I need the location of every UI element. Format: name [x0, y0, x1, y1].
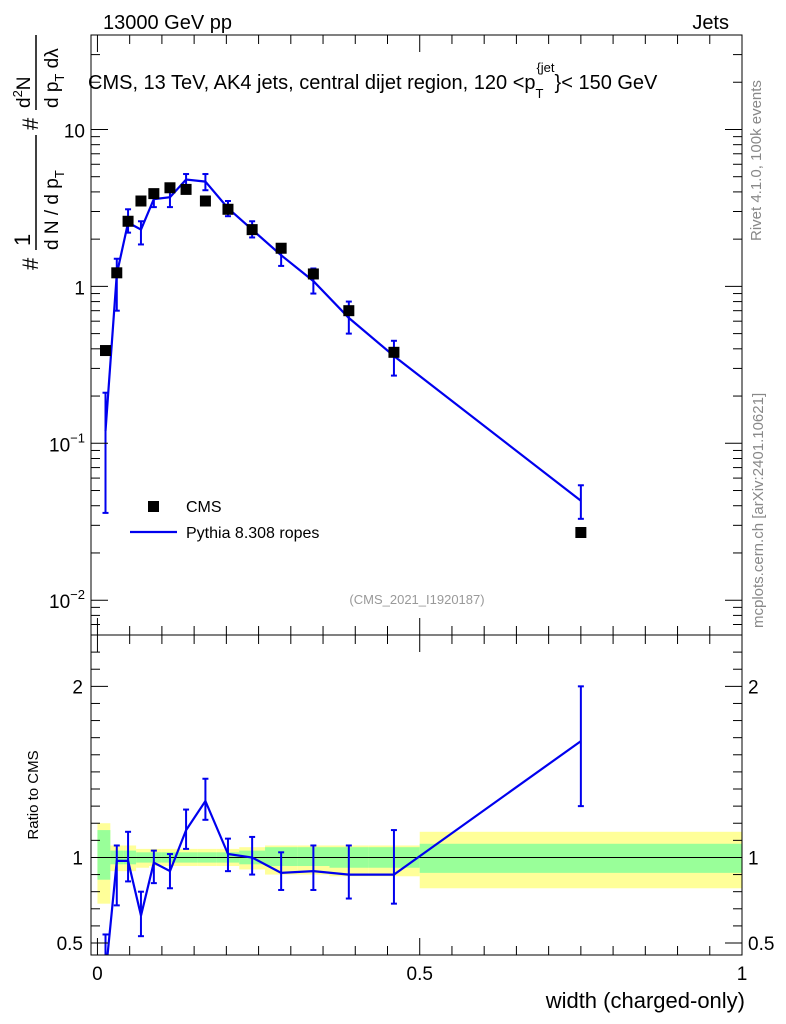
ratio-series-group — [102, 685, 584, 955]
analysis-watermark: (CMS_2021_I1920187) — [349, 592, 484, 607]
cms-data-point — [100, 345, 112, 357]
ylabel-one: 1 — [10, 234, 35, 246]
ratio-panel: 0.5 0.51 12 20 0.5 1 Ratio to CMS width (char… — [25, 634, 774, 1013]
legend-label-cms: CMS — [186, 499, 222, 516]
legend: CMS Pythia 8.308 ropes — [130, 499, 319, 542]
cms-data-point — [148, 188, 160, 200]
svg-text:#: # — [18, 117, 43, 130]
legend-marker-cms — [148, 501, 159, 512]
ratio-ytick-label-right-0: 0.5 — [748, 934, 774, 955]
ylabel-denominator2: d pT dλ — [42, 48, 67, 108]
cms-data-point — [575, 527, 587, 539]
main-y-label: # 1 d N / d pT # d2N d pT dλ — [10, 35, 67, 270]
ratio-ytick-label-right-2: 2 — [748, 677, 759, 698]
cms-data-point — [388, 346, 400, 358]
cms-data-point — [307, 268, 319, 280]
mcplots-label: mcplots.cern.ch [arXiv:2401.10621] — [750, 393, 767, 628]
cms-data-point — [199, 195, 211, 207]
main-panel: 10−2 10−1 1 10 CMS, 13 TeV, AK4 jets, centr… — [10, 34, 743, 636]
ratio-ytick-label-left-0: 0.5 — [57, 934, 83, 955]
ratio-data-layer — [102, 685, 584, 955]
mc-line — [104, 178, 582, 502]
main-ytick-label-0: 10−2 — [49, 587, 85, 613]
ratio-bands — [91, 823, 742, 904]
band-inner — [97, 830, 111, 880]
cms-data-point — [164, 182, 176, 194]
ratio-ytick-label-right-1: 1 — [748, 848, 759, 869]
svg-text:#: # — [18, 257, 43, 270]
cms-data-point — [122, 215, 134, 227]
main-ytick-label-2: 1 — [74, 278, 85, 299]
cms-data-point — [275, 242, 287, 254]
main-data-layer — [100, 173, 587, 539]
ratio-frame — [90, 634, 743, 956]
main-frame — [90, 34, 743, 636]
ratio-ytick-label-left-2: 2 — [72, 677, 83, 698]
cms-data-point — [180, 183, 192, 195]
xtick-label-0: 0 — [92, 964, 103, 985]
cms-data-point — [135, 195, 147, 207]
x-axis-label: width (charged-only) — [545, 988, 745, 1013]
ratio-y-label: Ratio to CMS — [25, 750, 42, 839]
legend-label-pythia: Pythia 8.308 ropes — [186, 525, 319, 542]
ratio-ytick-label-left-1: 1 — [72, 848, 83, 869]
ratio-line — [106, 740, 582, 955]
main-ticks: 10−2 10−1 1 10 — [49, 34, 743, 636]
main-ytick-label-3: 10 — [64, 121, 85, 142]
cms-data-point — [343, 305, 355, 317]
xtick-label-1: 0.5 — [407, 964, 433, 985]
ylabel-denominator: d N / d pT — [42, 170, 67, 250]
band-inner — [419, 843, 742, 873]
header-right: Jets — [692, 12, 729, 34]
cms-data-point — [111, 267, 123, 279]
ratio-band-group — [91, 823, 742, 904]
main-title: CMS, 13 TeV, AK4 jets, central dijet reg… — [88, 60, 658, 101]
rivet-version-label: Rivet 4.1.0, 100k events — [748, 80, 765, 241]
ratio-ticks: 0.5 0.51 12 20 0.5 1 — [57, 635, 774, 985]
header-left: 13000 GeV pp — [103, 12, 232, 34]
cms-data-point — [222, 203, 234, 215]
cms-data-point — [246, 224, 258, 236]
ylabel-numerator2: d2N — [10, 76, 35, 108]
main-ytick-label-1: 10−1 — [49, 430, 85, 456]
xtick-label-2: 1 — [737, 964, 748, 985]
